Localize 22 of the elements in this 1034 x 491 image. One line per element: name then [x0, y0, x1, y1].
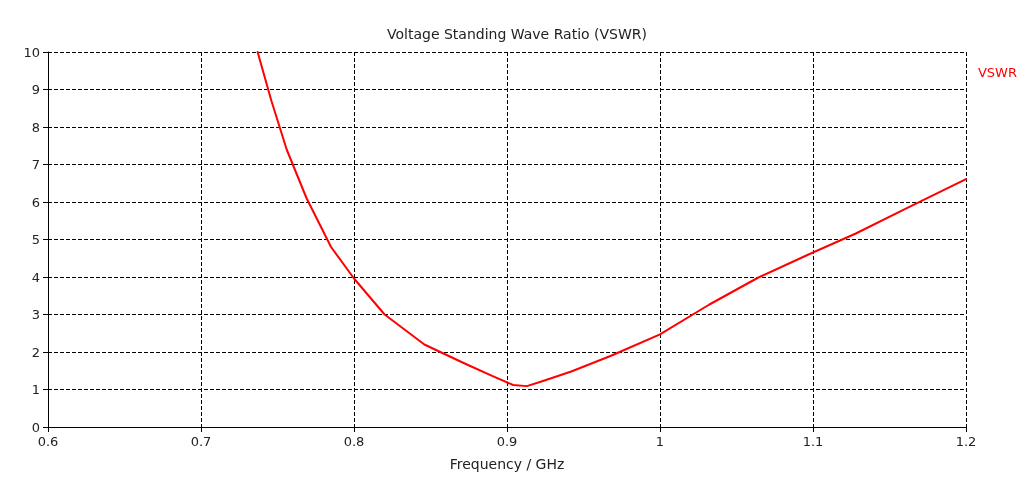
y-tick-label: 10 — [23, 44, 40, 60]
x-tick-label: 0.8 — [343, 434, 365, 449]
x-tick-label: 1.1 — [802, 434, 824, 449]
text: VSWR — [977, 64, 1018, 80]
y-tick-label: 4 — [31, 269, 40, 285]
x-tick-label: 0.6 — [37, 434, 59, 449]
y-tick-label: 0 — [31, 419, 40, 435]
y-tick-label: 8 — [31, 119, 40, 135]
x-axis-title: Frequency / GHz — [449, 456, 565, 472]
line-series — [256, 51, 967, 388]
y-tick-label: 3 — [31, 307, 40, 322]
y-tick-label: 2 — [31, 344, 40, 360]
y-tick-label: 6 — [31, 194, 40, 210]
x-tick-label: 0.9 — [496, 434, 518, 449]
x-tick-label: 1.2 — [955, 434, 977, 449]
chart-title: Voltage Standing Wave Ratio (VSWR) — [386, 26, 648, 42]
x-tick-label: 0.7 — [190, 434, 212, 449]
y-tick-label: 7 — [31, 157, 40, 172]
y-tick-label: 1 — [31, 382, 40, 397]
y-tick-label: 5 — [31, 232, 40, 247]
y-tick-label: 9 — [31, 82, 40, 97]
x-tick-label: 1 — [655, 434, 665, 449]
